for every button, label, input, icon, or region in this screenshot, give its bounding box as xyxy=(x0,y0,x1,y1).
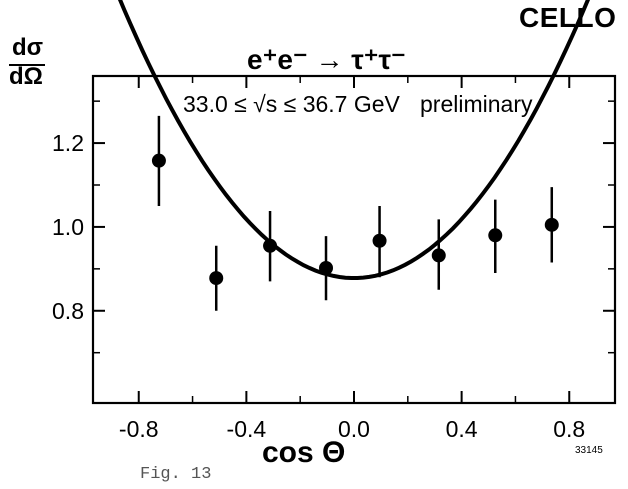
plot-frame xyxy=(91,74,617,405)
experiment-label: CELLO xyxy=(519,2,617,33)
reaction-label: e⁺e⁻ → τ⁺τ⁻ xyxy=(247,44,406,75)
x-tick-label: -0.8 xyxy=(119,416,159,442)
x-tick-label: 0.0 xyxy=(338,416,370,442)
x-tick-label: 0.8 xyxy=(553,416,585,442)
figure-id: 33145 xyxy=(575,445,603,456)
data-point xyxy=(488,228,503,243)
y-tick-label: 1.2 xyxy=(52,130,84,156)
data-point xyxy=(372,233,387,248)
preliminary-label: preliminary xyxy=(420,91,533,117)
y-tick-label: 0.8 xyxy=(52,298,84,324)
energy-range-label: 33.0 ≤ √s ≤ 36.7 GeV xyxy=(183,91,400,117)
data-point xyxy=(151,153,166,168)
y-axis-label-denominator: dΩ xyxy=(9,63,43,90)
y-axis-label-fraction-bar xyxy=(9,64,45,66)
data-point xyxy=(319,261,334,276)
figure-caption-label: Fig. 13 xyxy=(140,465,212,484)
data-point xyxy=(431,248,446,263)
data-point xyxy=(209,271,224,286)
theory-curve xyxy=(117,0,591,280)
y-axis-label-numerator: dσ xyxy=(12,34,44,61)
x-tick-label: -0.4 xyxy=(227,416,267,442)
x-axis-title: cos Θ xyxy=(262,436,346,469)
data-point xyxy=(263,238,278,253)
x-tick-label: 0.4 xyxy=(446,416,478,442)
data-point xyxy=(544,217,559,232)
y-tick-label: 1.0 xyxy=(52,214,84,240)
